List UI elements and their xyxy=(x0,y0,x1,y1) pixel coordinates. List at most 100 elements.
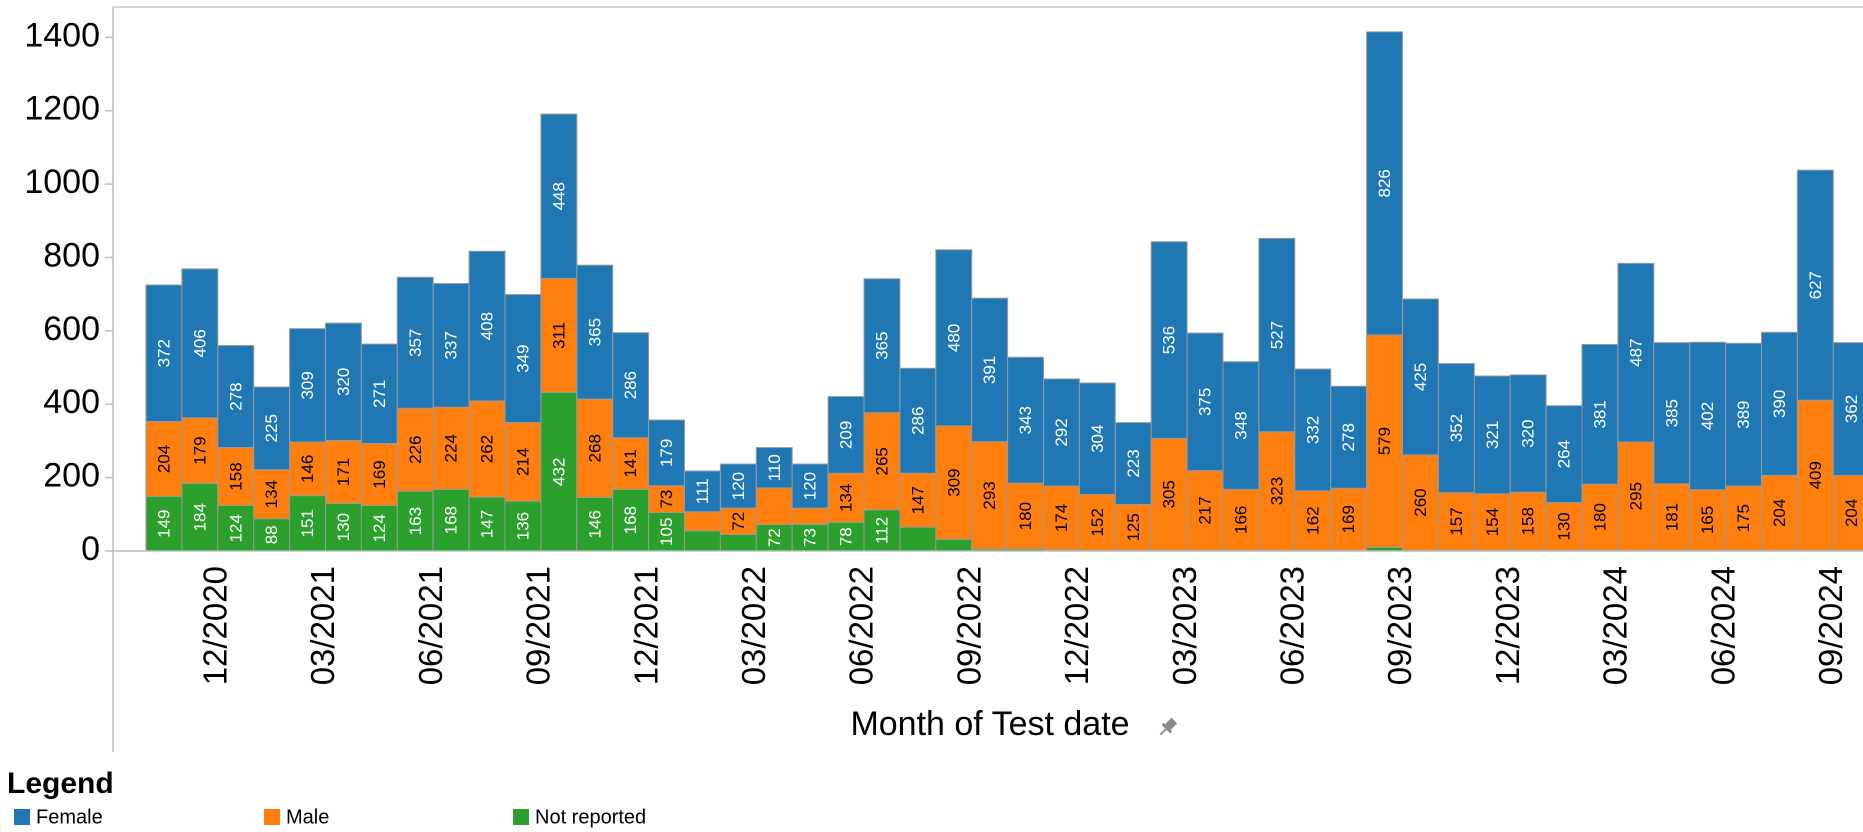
bar-segment xyxy=(576,264,614,400)
value-label: 169 xyxy=(370,460,389,488)
bar-segment xyxy=(1007,356,1044,484)
value-label: 224 xyxy=(442,434,461,462)
bar-segment xyxy=(253,518,291,552)
bar-segment xyxy=(432,406,470,490)
value-label: 146 xyxy=(585,510,604,538)
legend-label: Female xyxy=(36,806,103,828)
value-label: 209 xyxy=(837,421,856,449)
value-label: 402 xyxy=(1698,402,1717,430)
value-label: 174 xyxy=(1052,504,1071,532)
value-label: 162 xyxy=(1303,506,1322,534)
value-label: 141 xyxy=(621,449,640,477)
x-tick-label: 09/2024 xyxy=(1812,566,1849,685)
value-label: 260 xyxy=(1411,488,1430,516)
legend-title: Legend xyxy=(7,767,114,800)
x-tick-label: 06/2023 xyxy=(1274,566,1311,685)
value-label: 214 xyxy=(513,448,532,476)
bar-segment xyxy=(1402,298,1439,456)
bar-segment xyxy=(396,276,434,409)
bar-segment xyxy=(253,469,291,520)
value-label: 180 xyxy=(1016,502,1035,530)
value-label: 134 xyxy=(262,480,281,508)
bar-segment xyxy=(217,345,255,449)
bar-segment xyxy=(899,526,937,552)
bar-segment xyxy=(1114,422,1152,505)
bar-segment xyxy=(432,283,470,408)
bar-segment xyxy=(899,367,937,474)
bar-segment xyxy=(1330,385,1368,489)
value-label: 348 xyxy=(1231,411,1250,439)
value-label: 286 xyxy=(908,407,927,435)
value-label: 168 xyxy=(442,506,461,534)
bar-segment xyxy=(540,113,578,279)
value-label: 152 xyxy=(1088,508,1107,536)
x-tick-label: 03/2021 xyxy=(304,566,341,685)
value-label: 180 xyxy=(1590,503,1609,531)
bar-segment xyxy=(719,507,757,535)
bar-segment xyxy=(1078,493,1116,551)
bar-segment xyxy=(1366,31,1403,336)
value-label: 204 xyxy=(1842,499,1861,527)
legend-label: Not reported xyxy=(535,806,646,828)
value-label: 184 xyxy=(190,503,209,531)
x-tick-label: 06/2021 xyxy=(412,566,449,685)
bar-segment xyxy=(1653,342,1691,485)
value-label: 72 xyxy=(729,512,748,531)
bar-segment xyxy=(1545,405,1583,504)
bar-segment xyxy=(863,278,901,414)
bar-segment xyxy=(504,422,542,502)
value-label: 372 xyxy=(154,339,173,367)
value-label: 527 xyxy=(1267,321,1286,349)
value-label: 151 xyxy=(298,509,317,537)
bar-segment xyxy=(791,507,829,525)
value-label: 78 xyxy=(837,527,856,546)
value-label: 73 xyxy=(657,490,676,509)
bar-segment xyxy=(1258,237,1296,433)
value-label: 286 xyxy=(621,371,640,399)
bar-segment xyxy=(145,420,183,497)
value-label: 181 xyxy=(1662,503,1681,531)
value-label: 311 xyxy=(549,322,568,349)
bar-segment xyxy=(1258,431,1296,551)
bar-segment xyxy=(145,284,183,422)
value-label: 320 xyxy=(334,368,353,396)
bar-segment xyxy=(971,441,1009,550)
bar-segment xyxy=(1330,487,1368,551)
value-label: 408 xyxy=(478,312,497,340)
bar-segment xyxy=(1222,488,1260,551)
value-label: 292 xyxy=(1052,418,1071,446)
y-tick-label: 0 xyxy=(81,530,100,568)
bar-segment xyxy=(1509,374,1547,493)
x-tick-label: 12/2020 xyxy=(197,566,234,685)
x-tick-label: 03/2022 xyxy=(735,566,772,685)
bar-segment xyxy=(1043,378,1080,487)
value-label: 134 xyxy=(837,484,856,512)
legend-label: Male xyxy=(286,806,329,828)
value-label: 391 xyxy=(980,356,999,384)
bar-segment xyxy=(1796,169,1834,401)
bar-segment xyxy=(1473,375,1511,495)
legend: Female Male Not reported xyxy=(14,806,646,828)
bar-segment xyxy=(1725,342,1762,487)
x-tick-label: 12/2022 xyxy=(1058,566,1095,685)
value-label: 278 xyxy=(226,382,245,410)
value-label: 217 xyxy=(1196,496,1215,524)
value-label: 265 xyxy=(872,447,891,475)
y-tick-label: 1200 xyxy=(24,90,100,128)
value-label: 149 xyxy=(154,509,173,537)
bar-segment xyxy=(289,328,327,443)
pin-icon xyxy=(1159,717,1178,736)
value-label: 154 xyxy=(1483,508,1502,536)
value-label: 425 xyxy=(1411,363,1430,391)
value-label: 826 xyxy=(1375,169,1394,197)
value-label: 323 xyxy=(1267,477,1286,505)
value-label: 110 xyxy=(765,454,784,481)
x-tick-label: 06/2024 xyxy=(1704,566,1741,685)
bar-segment xyxy=(325,440,362,504)
legend-swatch xyxy=(264,809,280,825)
value-label: 158 xyxy=(226,462,245,490)
bar-segment xyxy=(468,400,506,498)
bar-segment xyxy=(468,250,506,402)
value-label: 305 xyxy=(1160,480,1179,508)
x-tick-label: 12/2023 xyxy=(1489,566,1526,685)
